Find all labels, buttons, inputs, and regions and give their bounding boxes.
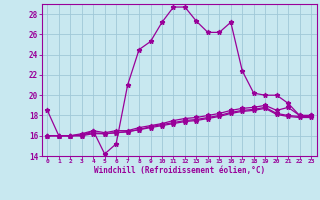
- X-axis label: Windchill (Refroidissement éolien,°C): Windchill (Refroidissement éolien,°C): [94, 166, 265, 175]
